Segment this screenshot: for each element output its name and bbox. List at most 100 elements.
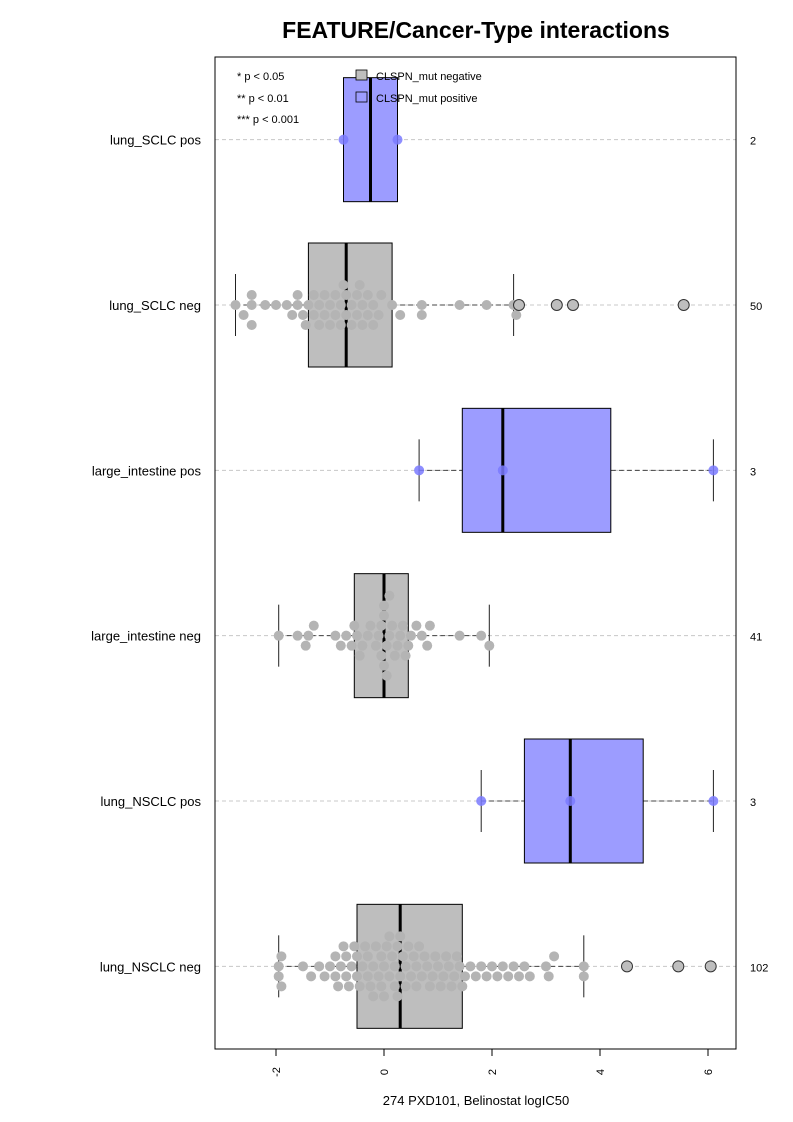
data-point xyxy=(443,961,454,972)
data-point xyxy=(379,600,389,611)
plot-frame xyxy=(214,56,737,1050)
x-tick-label: 6 xyxy=(703,1069,715,1075)
data-point xyxy=(335,640,346,651)
data-point xyxy=(376,981,387,992)
data-point xyxy=(273,630,284,641)
x-axis-label: 274 PXD101, Belinostat logIC50 xyxy=(383,1093,569,1108)
data-point xyxy=(352,971,362,982)
data-point xyxy=(238,310,249,320)
data-point xyxy=(376,620,387,631)
data-point xyxy=(338,134,349,145)
data-point xyxy=(465,961,476,972)
data-point xyxy=(341,630,352,641)
data-point xyxy=(379,961,389,972)
data-point xyxy=(433,961,443,972)
data-point xyxy=(416,300,427,310)
data-point xyxy=(470,971,481,982)
group-label: lung_NSCLC neg xyxy=(100,959,201,974)
x-tick-label: 2 xyxy=(487,1069,499,1075)
group-count: 3 xyxy=(750,797,756,809)
data-point xyxy=(362,310,373,320)
data-point xyxy=(422,961,433,972)
data-point xyxy=(454,300,465,310)
data-point xyxy=(416,310,427,320)
group-label: large_intestine neg xyxy=(91,629,201,644)
data-point xyxy=(281,300,292,310)
data-point xyxy=(497,961,508,972)
data-point xyxy=(508,961,519,972)
data-point xyxy=(298,961,308,972)
data-point xyxy=(330,971,341,982)
data-point xyxy=(368,961,379,972)
x-tick-label: 4 xyxy=(595,1069,607,1075)
data-point xyxy=(325,300,335,310)
data-point xyxy=(346,961,357,972)
data-point xyxy=(395,630,406,641)
data-point xyxy=(400,961,411,972)
data-point xyxy=(365,981,376,992)
data-point xyxy=(379,991,389,1002)
data-point xyxy=(341,971,352,982)
data-point xyxy=(346,300,357,310)
group-count: 102 xyxy=(750,962,768,974)
data-point xyxy=(397,620,408,631)
data-point xyxy=(524,971,535,982)
group-count: 50 xyxy=(750,301,762,313)
data-point xyxy=(395,971,406,982)
data-point xyxy=(403,640,414,651)
data-point xyxy=(330,630,341,641)
data-point xyxy=(314,961,325,972)
data-point xyxy=(379,610,389,621)
data-point xyxy=(392,991,403,1002)
legend-swatch-negative xyxy=(355,69,368,81)
legend-label-positive: CLSPN_mut positive xyxy=(376,93,478,105)
data-point xyxy=(708,796,719,806)
group-count: 2 xyxy=(750,136,756,148)
data-point xyxy=(362,290,373,300)
data-point xyxy=(308,310,319,320)
data-point xyxy=(368,320,379,330)
data-point xyxy=(357,320,368,330)
data-point xyxy=(354,981,365,992)
data-point xyxy=(438,971,449,982)
data-point xyxy=(454,961,465,972)
data-point xyxy=(341,951,352,962)
data-point xyxy=(411,981,422,992)
data-point xyxy=(424,981,435,992)
data-point xyxy=(292,300,303,310)
data-point xyxy=(408,951,419,962)
data-point xyxy=(389,961,400,972)
x-axis: -2 0 2 4 6 xyxy=(271,1048,715,1077)
data-point xyxy=(497,465,508,476)
data-point xyxy=(416,971,427,982)
data-point xyxy=(476,961,487,972)
data-point xyxy=(484,640,495,651)
group-label: lung_SCLC neg xyxy=(109,298,201,313)
data-point xyxy=(273,971,284,982)
group-labels: lung_SCLC pos lung_SCLC neg large_intestin… xyxy=(91,133,201,975)
data-point xyxy=(333,981,344,992)
data-point xyxy=(300,320,311,330)
data-point xyxy=(446,981,457,992)
data-point xyxy=(330,951,341,962)
data-point xyxy=(325,320,335,330)
data-point xyxy=(454,630,465,641)
data-point xyxy=(708,465,719,476)
data-point xyxy=(384,590,395,601)
group-counts: 2 50 3 41 3 102 xyxy=(750,136,768,975)
data-point xyxy=(441,951,452,962)
data-point xyxy=(411,620,422,631)
data-point xyxy=(370,941,381,952)
x-tick-label: 0 xyxy=(379,1069,391,1075)
outlier-point xyxy=(677,299,690,311)
data-point xyxy=(335,320,346,330)
data-point xyxy=(457,981,468,992)
data-point xyxy=(341,310,352,320)
group-count: 41 xyxy=(750,632,762,644)
data-point xyxy=(303,630,314,641)
data-point xyxy=(414,465,425,476)
significance-note-1: * p < 0.05 xyxy=(237,71,284,83)
outlier-point xyxy=(550,299,563,311)
data-point xyxy=(352,310,362,320)
data-point xyxy=(549,951,560,962)
